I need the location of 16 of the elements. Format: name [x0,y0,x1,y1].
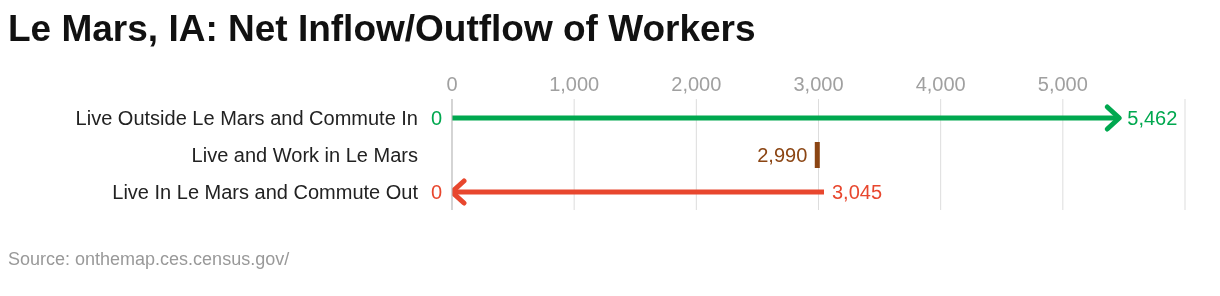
chart-title: Le Mars, IA: Net Inflow/Outflow of Workers [8,8,757,51]
annotation: 3,045 [832,180,883,203]
source-note: Source: onthemap.ces.census.gov/ [8,249,291,270]
x-tick-label: 4,000 [915,73,966,95]
annotation: 0 [430,106,442,129]
annotation: 0 [430,180,442,203]
annotation: 2,990 [757,143,808,166]
annotation: 5,462 [1127,106,1178,129]
y-tick-label: Live and Work in Le Mars [191,143,418,166]
x-tick-label: 2,000 [671,73,722,95]
y-tick-label: Live Outside Le Mars and Commute In [75,106,418,129]
x-tick-label: 3,000 [793,73,844,95]
x-tick-label: 1,000 [549,73,600,95]
x-tick-label: 5,000 [1037,73,1088,95]
x-tick-label: 0 [446,73,458,95]
y-tick-label: Live In Le Mars and Commute Out [112,180,419,203]
